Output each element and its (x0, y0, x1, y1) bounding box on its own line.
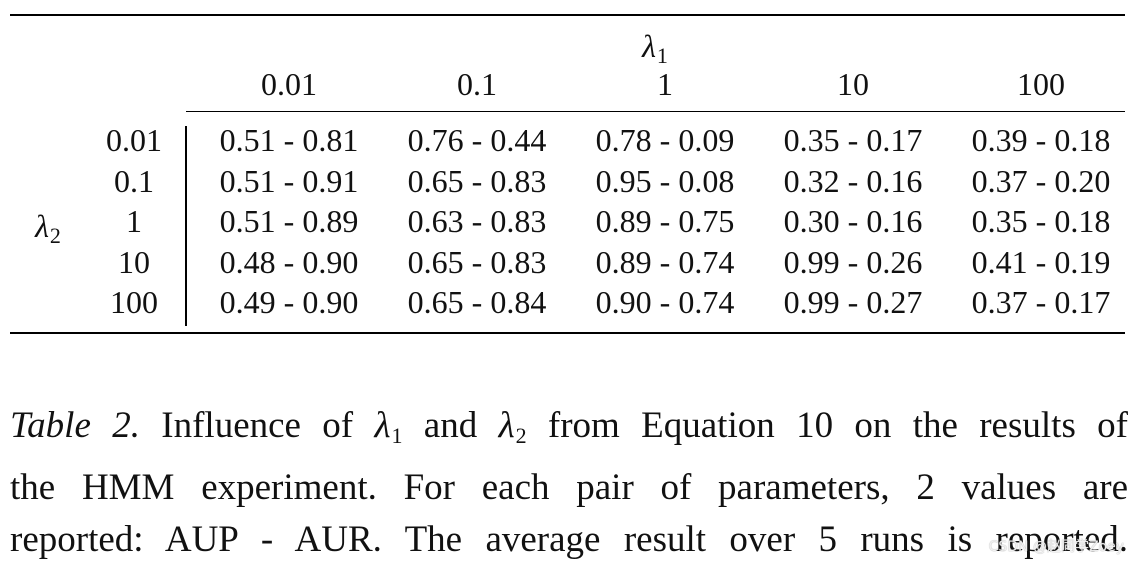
row-header-divider (185, 126, 187, 326)
table-cell: 0.30 - 0.16 (783, 203, 923, 239)
row-header: 100 (110, 284, 158, 320)
header-rule (186, 111, 1125, 112)
row-header: 0.1 (114, 163, 154, 199)
table-cell: 0.90 - 0.74 (595, 284, 735, 320)
column-header: 0.1 (457, 66, 497, 102)
column-header: 0.01 (261, 66, 317, 102)
table-cell: 0.51 - 0.81 (219, 122, 359, 158)
table-cell: 0.32 - 0.16 (783, 163, 923, 199)
row-variable-label: λ2 (35, 208, 61, 248)
table-cell: 0.39 - 0.18 (971, 122, 1111, 158)
caption-label: Table 2. (10, 405, 140, 446)
table-cell: 0.48 - 0.90 (219, 244, 359, 280)
table-cell: 0.78 - 0.09 (595, 122, 735, 158)
caption-line-1: Table 2. Influence of λ1 and λ2 from Equ… (10, 405, 1128, 448)
table-cell: 0.95 - 0.08 (595, 163, 735, 199)
table-cell: 0.51 - 0.89 (219, 203, 359, 239)
table-cell: 0.35 - 0.18 (971, 203, 1111, 239)
caption-lambda2: λ2 (498, 405, 527, 448)
table-cell: 0.65 - 0.84 (407, 284, 547, 320)
top-rule (10, 14, 1125, 16)
table-cell: 0.99 - 0.26 (783, 244, 923, 280)
table-cell: 0.76 - 0.44 (407, 122, 547, 158)
table-caption: Table 2. Influence of λ1 and λ2 from Equ… (10, 400, 1128, 566)
table-cell: 0.99 - 0.27 (783, 284, 923, 320)
caption-line-2: the HMM experiment. For each pair of par… (10, 467, 1128, 508)
row-header: 1 (126, 203, 142, 239)
caption-line-3: reported: AUP - AUR. The average result … (10, 519, 1128, 560)
table-cell: 0.51 - 0.91 (219, 163, 359, 199)
watermark: CSDN @赵同学Zoey (988, 539, 1124, 555)
caption-lambda1: λ1 (374, 405, 403, 448)
table-cell: 0.37 - 0.20 (971, 163, 1111, 199)
table-cell: 0.65 - 0.83 (407, 244, 547, 280)
table-cell: 0.37 - 0.17 (971, 284, 1111, 320)
table-cell: 0.35 - 0.17 (783, 122, 923, 158)
table-cell: 0.89 - 0.75 (595, 203, 735, 239)
column-header: 10 (837, 66, 869, 102)
table-cell: 0.89 - 0.74 (595, 244, 735, 280)
row-header: 10 (118, 244, 150, 280)
column-header: 100 (1017, 66, 1065, 102)
table-cell: 0.63 - 0.83 (407, 203, 547, 239)
column-header: 1 (657, 66, 673, 102)
col-variable-label: λ1 (642, 28, 668, 68)
table-cell: 0.41 - 0.19 (971, 244, 1111, 280)
row-header: 0.01 (106, 122, 162, 158)
table-cell: 0.49 - 0.90 (219, 284, 359, 320)
bottom-rule (10, 332, 1125, 334)
results-table: λ1 λ2 0.01 0.1 1 10 100 0.01 0.1 1 10 100 0.51 -… (10, 14, 1125, 334)
table-cell: 0.65 - 0.83 (407, 163, 547, 199)
